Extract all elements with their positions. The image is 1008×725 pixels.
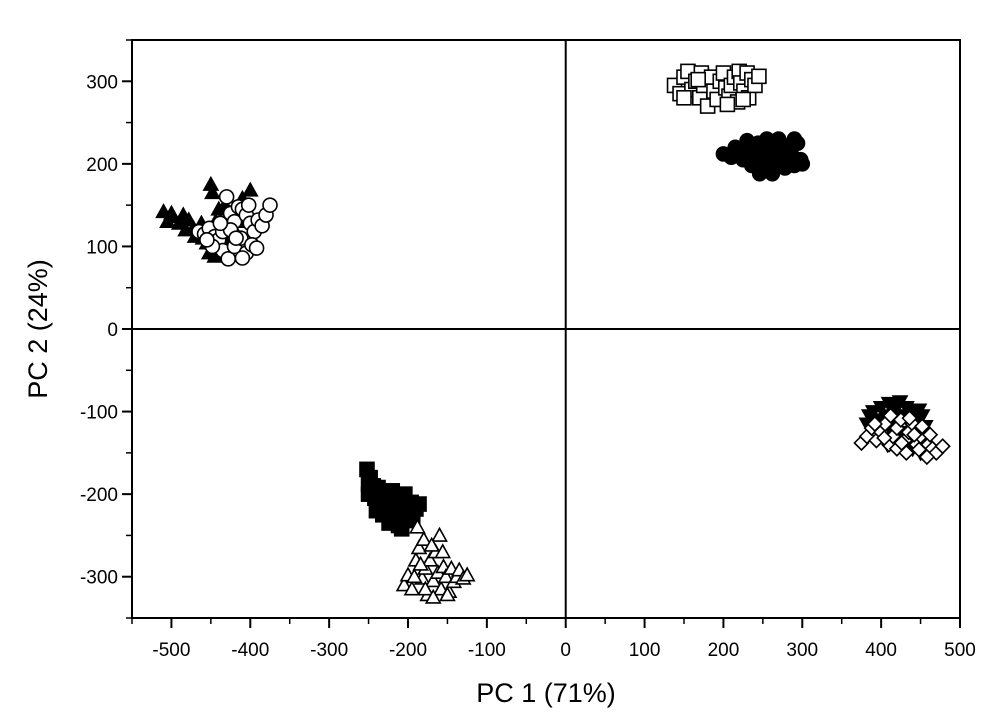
y-axis-title: PC 2 (24%) (23, 259, 53, 399)
x-tick-label: 200 (708, 640, 740, 661)
triangle-open-point (405, 568, 423, 584)
diamond-open-point (866, 415, 883, 433)
circle-filled-point (777, 149, 793, 166)
plot-frame (131, 39, 961, 619)
triangle-open-point (412, 555, 429, 571)
triangle-open-point (423, 536, 441, 552)
triangle-filled-point (177, 221, 194, 237)
y-tick-label: -300 (80, 568, 118, 589)
triangle-open-point (416, 580, 434, 596)
square-open-point (676, 90, 692, 106)
triangle-open-point (424, 572, 442, 588)
triangle-down-filled-point (872, 401, 890, 417)
circle-open-point (228, 230, 244, 246)
circle-open-point (240, 197, 257, 213)
data-points (155, 63, 951, 604)
diamond-open-point (882, 407, 899, 424)
x-tick-label: -200 (389, 640, 427, 661)
diamond-open-point (921, 426, 939, 443)
y-tick-label: 100 (86, 237, 118, 258)
triangle-open-point (424, 588, 442, 604)
circle-open-point (248, 240, 265, 256)
y-tick-label: 200 (86, 155, 118, 176)
triangle-open-point (431, 526, 448, 542)
square-open-point (719, 96, 736, 113)
diamond-open-point (906, 426, 923, 443)
circle-filled-point (764, 165, 781, 182)
triangle-open-point (403, 580, 421, 596)
triangle-open-point (439, 586, 456, 602)
triangle-open-point (415, 530, 433, 546)
triangle-down-filled-point (913, 409, 931, 425)
triangle-open-point (395, 576, 413, 592)
circle-filled-point (794, 156, 811, 172)
x-tick-label: -100 (468, 640, 506, 661)
diamond-open-point (918, 448, 936, 466)
y-tick-label: 300 (86, 72, 118, 93)
diamond-open-point (893, 434, 910, 452)
circle-open-point (199, 232, 215, 248)
x-tick-label: -300 (310, 640, 348, 661)
square-filled-point (360, 476, 377, 493)
axes: -500 -400 -300 -200 -100 0 100 200 300 400 500 300 2… (80, 39, 976, 661)
circle-filled-point (786, 131, 803, 147)
circle-open-point (262, 197, 278, 213)
x-tick-label: 100 (629, 640, 661, 661)
square-filled-point (393, 521, 410, 537)
circle-filled-point (758, 131, 775, 147)
x-tick-label: 0 (560, 640, 571, 661)
triangle-open-point (421, 551, 439, 567)
triangle-filled-point (163, 204, 180, 220)
x-tick-label: 400 (865, 640, 897, 661)
triangle-open-point (410, 539, 428, 555)
x-axis-title: PC 1 (71%) (476, 678, 616, 708)
x-tick-label: 500 (944, 640, 976, 661)
y-tick-label: -100 (80, 403, 118, 424)
circle-open-point (218, 189, 235, 205)
triangle-open-point (458, 566, 476, 582)
y-tick-label: 0 (107, 320, 118, 341)
diamond-open-point (934, 438, 951, 455)
circle-filled-point (739, 132, 755, 149)
y-tick-label: -200 (80, 485, 118, 506)
circle-open-point (212, 215, 229, 232)
triangle-open-point (434, 543, 452, 559)
square-filled-point (403, 494, 419, 511)
triangle-open-point (409, 518, 426, 534)
diamond-open-point (910, 441, 928, 458)
diamond-open-point (876, 429, 893, 447)
zero-lines (132, 40, 960, 618)
diamond-open-point (901, 410, 918, 427)
x-tick-label: -400 (231, 640, 269, 661)
triangle-filled-point (241, 181, 259, 197)
x-tick-label: 300 (786, 640, 818, 661)
triangle-down-filled-point (864, 405, 882, 421)
x-tick-label: -500 (152, 640, 190, 661)
square-open-point (751, 68, 767, 85)
square-open-point (735, 91, 751, 108)
square-open-point (690, 71, 706, 88)
triangle-filled-point (204, 184, 221, 200)
triangle-open-point (437, 568, 455, 584)
circle-open-point (234, 250, 251, 266)
diamond-open-point (914, 418, 931, 435)
